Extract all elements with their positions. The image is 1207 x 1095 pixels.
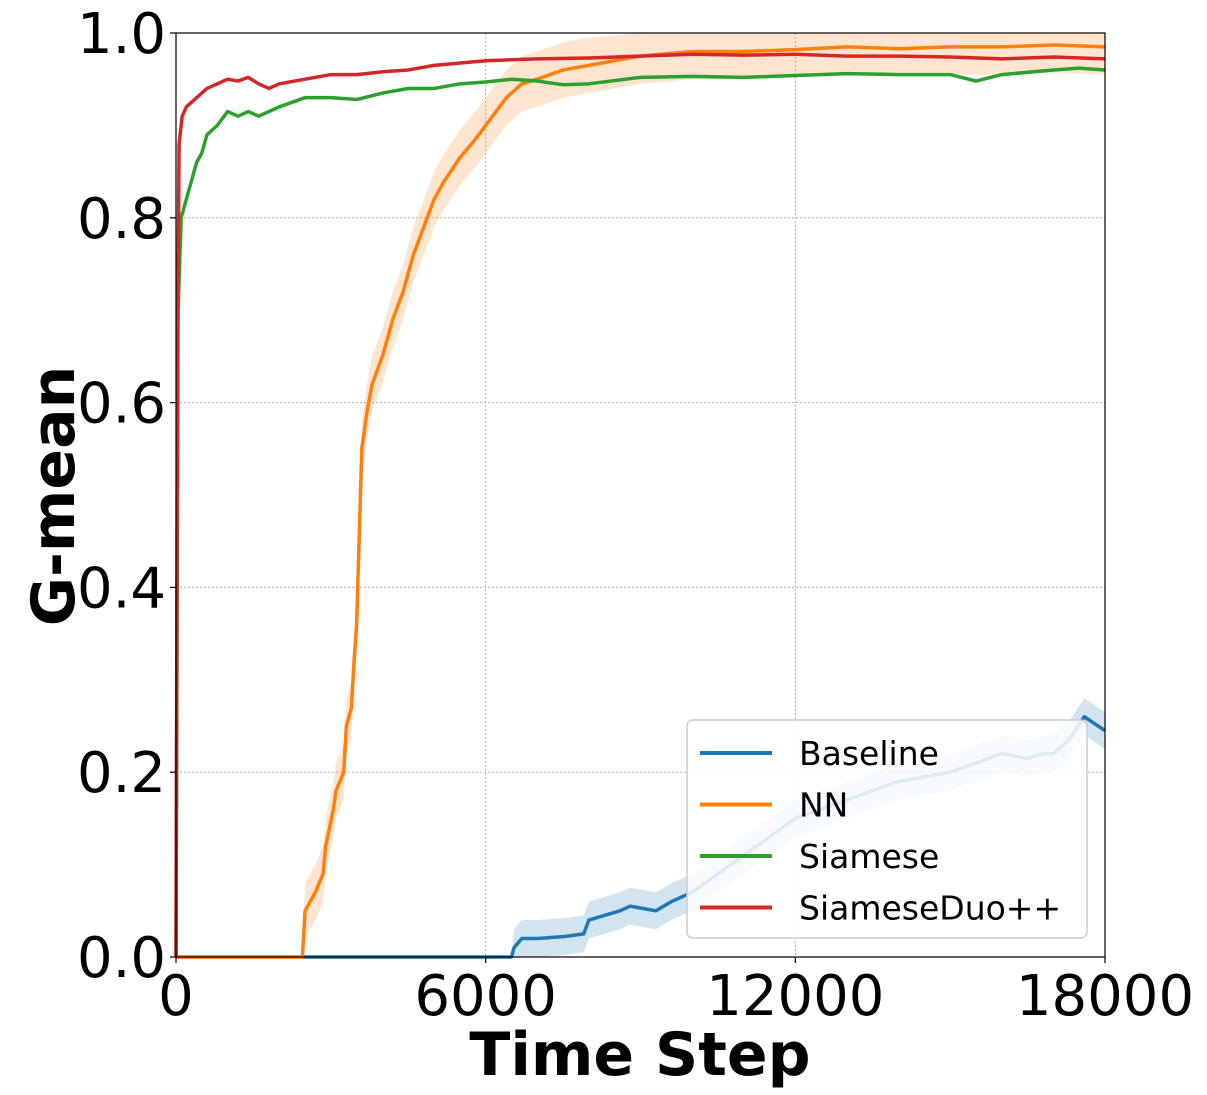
- x-tick-label: 6000: [414, 964, 557, 1029]
- legend-label-siamese: Siamese: [799, 837, 939, 876]
- y-tick-label: 0.0: [77, 926, 166, 991]
- x-axis-ticks: 0 6000 12000 18000: [158, 957, 1194, 1029]
- nn-line: [176, 43, 1106, 959]
- x-tick-label: 0: [158, 964, 194, 1029]
- x-tick-label: 18000: [1016, 964, 1194, 1029]
- y-axis-ticks: 0.0 0.2 0.4 0.6 0.8 1.0: [77, 2, 176, 991]
- legend-label-nn: NN: [799, 786, 848, 825]
- baseline-confidence-band: [176, 698, 1105, 957]
- y-tick-label: 0.4: [77, 556, 166, 621]
- confidence-bands: [176, 33, 1105, 957]
- y-tick-label: 1.0: [77, 2, 166, 67]
- legend-box: [686, 719, 1088, 939]
- x-axis-title: Time Step: [469, 1020, 810, 1090]
- siameseduo-line: [174, 52, 1106, 958]
- x-tick-label: 12000: [706, 964, 884, 1029]
- legend-label-siameseduo: SiameseDuo++: [799, 889, 1061, 928]
- legend: Baseline NN Siamese SiameseDuo++: [686, 719, 1088, 939]
- siamese-line: [174, 66, 1106, 958]
- y-axis-title: G-mean: [19, 366, 89, 627]
- legend-label-baseline: Baseline: [799, 734, 939, 773]
- y-tick-label: 0.2: [77, 741, 166, 806]
- nn-confidence-band: [176, 33, 1105, 957]
- y-tick-label: 0.6: [77, 372, 166, 437]
- plot-frame: [175, 32, 1106, 958]
- series-lines: [174, 43, 1106, 959]
- y-tick-label: 0.8: [77, 187, 166, 252]
